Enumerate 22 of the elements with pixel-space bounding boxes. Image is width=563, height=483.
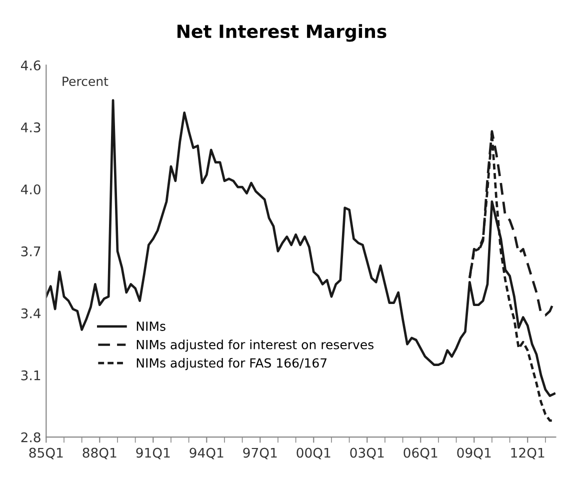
- x-tick-label: 94Q1: [190, 448, 224, 460]
- x-tick-label: 06Q1: [404, 448, 438, 460]
- x-tick-label: 03Q1: [350, 448, 384, 460]
- y-tick-label: 3.4: [21, 308, 41, 318]
- annotation: Percent: [62, 76, 108, 86]
- x-tick-label: 12Q1: [511, 448, 544, 460]
- legend-label: NIMs adjusted for FAS 166/167: [136, 358, 327, 370]
- legend-label: NIMs adjusted for interest on reserves: [136, 340, 374, 352]
- y-tick-label: 2.8: [21, 432, 40, 442]
- y-tick-label: 3.1: [21, 370, 40, 380]
- legend-label: NIMs: [136, 322, 166, 331]
- x-tick-label: 00Q1: [296, 448, 330, 460]
- x-tick-label: 97Q1: [243, 448, 277, 460]
- y-tick-label: 3.7: [21, 246, 40, 256]
- x-tick-label: 91Q1: [136, 448, 170, 460]
- x-tick-label: 85Q1: [29, 448, 63, 460]
- x-tick-label: 88Q1: [82, 448, 116, 460]
- y-tick-label: 4.3: [20, 122, 40, 132]
- chart-title: Net Interest Margins: [178, 24, 386, 42]
- y-tick-label: 4.6: [20, 60, 40, 70]
- x-tick-label: 09Q1: [457, 448, 491, 460]
- y-tick-label: 4.0: [20, 184, 40, 194]
